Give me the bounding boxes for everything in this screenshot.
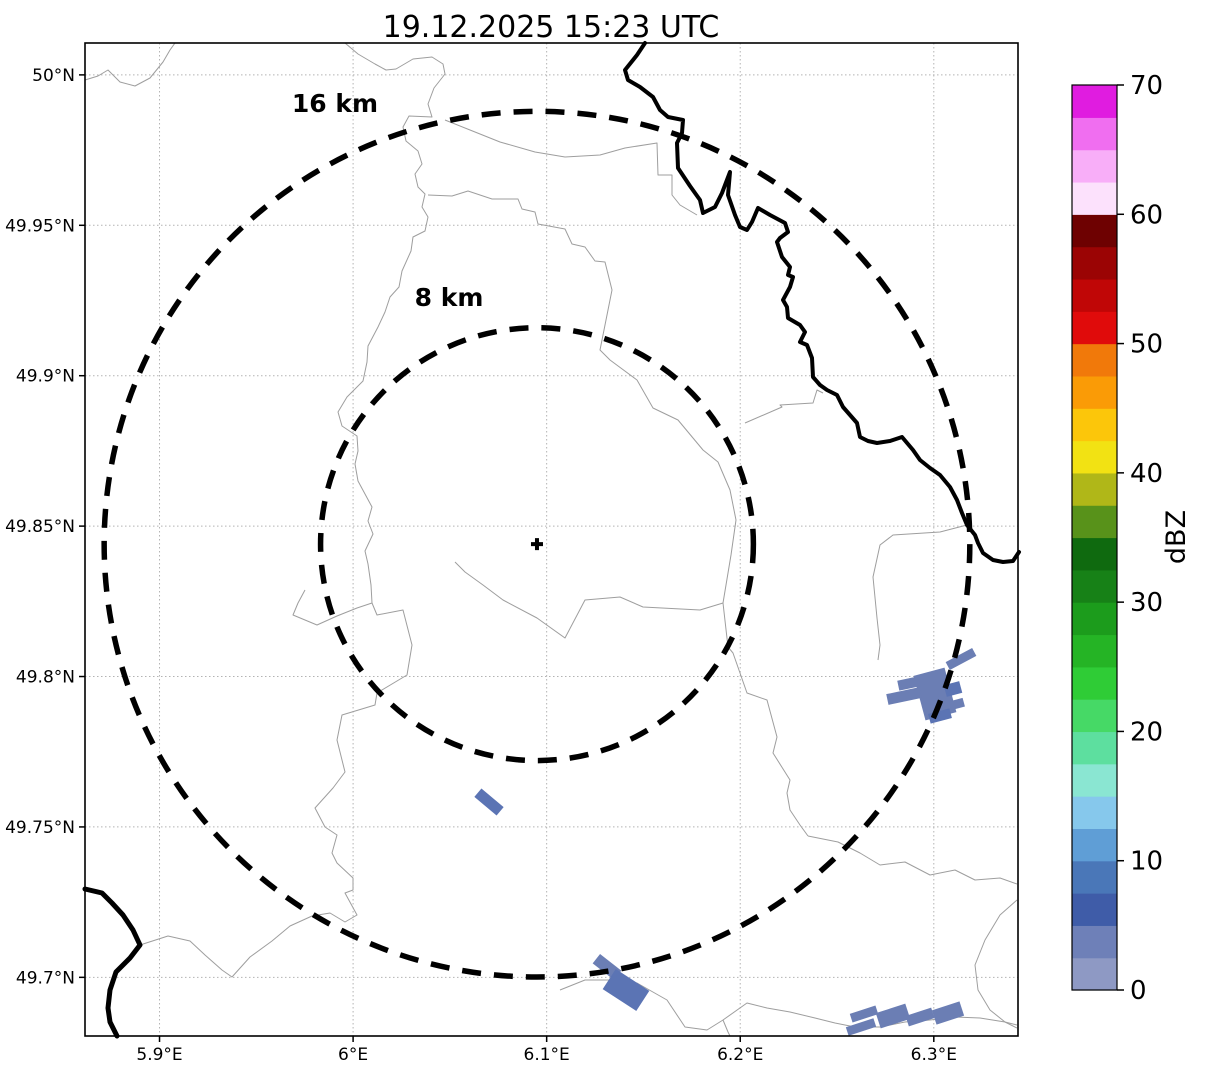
colorbar-segment: [1072, 957, 1117, 991]
river-border-line: [82, 886, 143, 1039]
x-tick-label: 6.2°E: [717, 1045, 763, 1065]
x-tick-label: 6°E: [338, 1045, 368, 1065]
colorbar-segment: [1072, 472, 1117, 506]
y-tick-label: 49.95°N: [5, 216, 75, 236]
admin-border-line: [444, 119, 698, 216]
admin-border-line: [84, 42, 176, 87]
admin-border-line: [974, 899, 1018, 1029]
colorbar-segment: [1072, 278, 1117, 312]
colorbar-segment: [1072, 860, 1117, 894]
axes-layer: 5.9°E 6°E 6.1°E 6.2°E 6.3°E 50°N 49.95°N 49.9°N…: [5, 42, 1019, 1065]
range-ring-label: 16 km: [292, 89, 378, 118]
x-tick-label: 5.9°E: [136, 1045, 182, 1065]
y-tick-label: 49.9°N: [16, 367, 75, 387]
colorbar-segment: [1072, 149, 1117, 183]
y-tick-label: 50°N: [32, 66, 75, 86]
range-ring-layer: 16 km 8 km: [101, 89, 973, 980]
radar-echo: [845, 1018, 877, 1036]
x-tick-label: 6.3°E: [911, 1045, 957, 1065]
geography-layer: [82, 41, 1021, 1039]
colorbar-segment: [1072, 699, 1117, 733]
radar-echo: [602, 969, 650, 1011]
range-ring-label: 8 km: [415, 283, 484, 312]
admin-border-line: [139, 602, 413, 978]
y-tick-label: 49.7°N: [16, 968, 75, 988]
admin-border-line: [427, 190, 809, 837]
admin-border-line: [337, 42, 446, 604]
admin-border-line: [292, 589, 373, 626]
x-tick-label: 6.1°E: [524, 1045, 570, 1065]
river-border-line: [623, 41, 1021, 564]
radar-echo: [928, 708, 952, 724]
y-tick-label: 49.75°N: [5, 818, 75, 838]
admin-border-line: [807, 835, 1018, 885]
plot-border: [84, 42, 1019, 1037]
colorbar-segment: [1072, 537, 1117, 571]
radar-echo: [905, 1007, 935, 1027]
colorbar-segment: [1072, 925, 1117, 959]
colorbar-tick-label: 70: [1130, 71, 1163, 101]
colorbar-segment: [1072, 763, 1117, 797]
radar-echo: [897, 675, 925, 691]
radar-echo: [945, 647, 977, 671]
colorbar-segment: [1072, 408, 1117, 442]
colorbar-segment: [1072, 375, 1117, 409]
colorbar-tick-label: 50: [1130, 330, 1163, 360]
range-ring-8km: [317, 324, 757, 764]
admin-border-line: [872, 524, 968, 661]
colorbar-segment: [1072, 181, 1117, 215]
radar-center-marker: [530, 538, 543, 551]
plot-title: 19.12.2025 15:23 UTC: [383, 10, 720, 45]
colorbar-segment: [1072, 569, 1117, 603]
radar-echo: [849, 1005, 879, 1023]
colorbar-segment: [1072, 893, 1117, 926]
colorbar-segment: [1072, 796, 1117, 829]
colorbar-segment: [1072, 828, 1117, 862]
colorbar-segment: [1072, 246, 1117, 280]
admin-border-line: [744, 389, 824, 424]
colorbar-layer: 0 10 20 30 40 50 60 70: [1071, 71, 1163, 1006]
radar-echo: [886, 687, 922, 705]
colorbar-tick-label: 10: [1130, 847, 1163, 877]
admin-border-line: [722, 1019, 731, 1037]
colorbar-tick-label: 40: [1130, 459, 1163, 489]
colorbar-frame: [1071, 84, 1118, 991]
radar-echo: [949, 697, 965, 711]
colorbar-segment: [1072, 505, 1117, 539]
colorbar-segment: [1072, 343, 1117, 377]
colorbar-segment: [1072, 666, 1117, 700]
colorbar-tick-label: 60: [1130, 200, 1163, 230]
colorbar-segment: [1072, 731, 1117, 765]
radar-echo: [474, 788, 504, 816]
range-ring-16km: [101, 108, 973, 980]
radar-echo: [931, 1001, 965, 1025]
colorbar-segment: [1072, 85, 1117, 118]
colorbar-tick-label: 0: [1130, 976, 1147, 1006]
colorbar-segment: [1072, 634, 1117, 668]
colorbar-unit-label: dBZ: [1161, 510, 1192, 564]
colorbar-segment: [1072, 311, 1117, 345]
grid-layer: [85, 43, 1018, 1036]
y-tick-label: 49.8°N: [16, 668, 75, 688]
colorbar-segment: [1072, 440, 1117, 474]
y-tick-label: 49.85°N: [5, 517, 75, 537]
colorbar-tick-label: 20: [1130, 717, 1163, 747]
colorbar-segment: [1072, 602, 1117, 636]
colorbar-segment: [1072, 214, 1117, 248]
colorbar-segment: [1072, 117, 1117, 151]
radar-echo: [875, 1003, 911, 1029]
admin-border-line: [454, 561, 724, 639]
colorbar-tick-label: 30: [1130, 588, 1163, 618]
